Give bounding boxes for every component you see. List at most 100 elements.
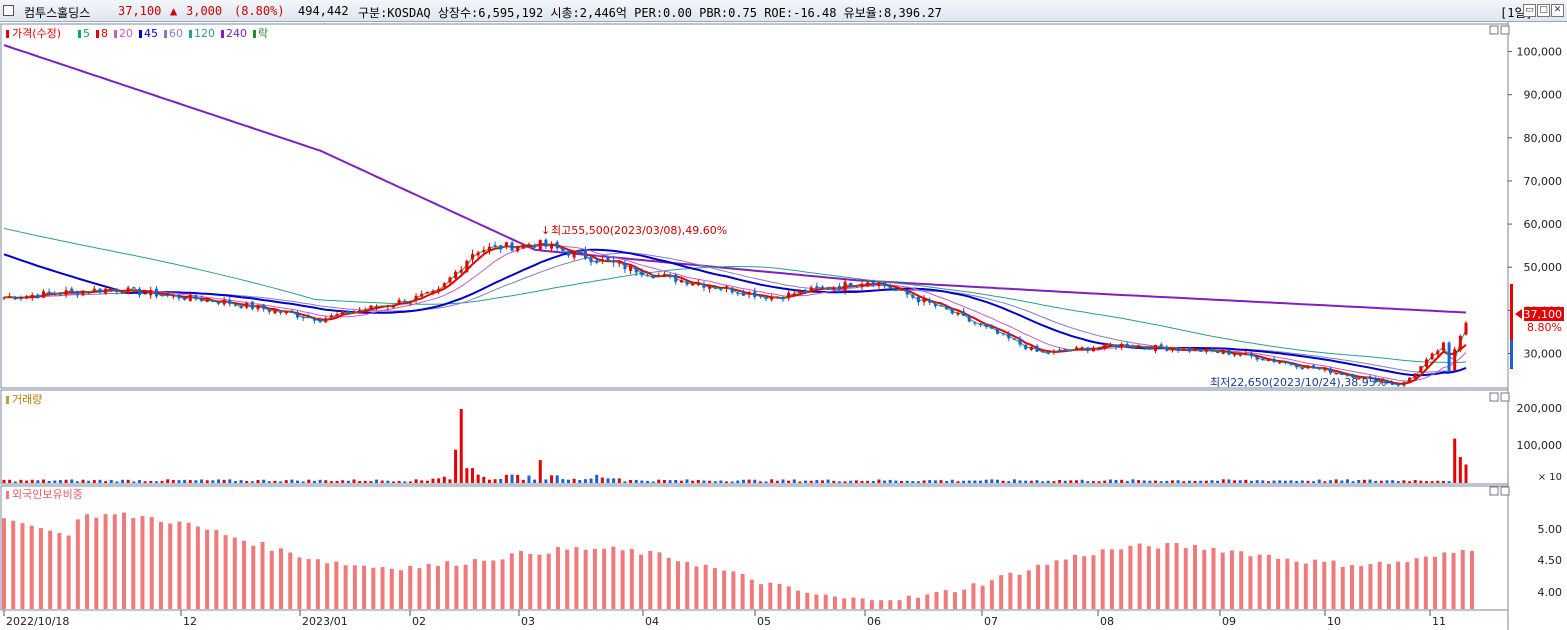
foreign-bar	[962, 589, 967, 609]
fall-legend-swatch	[253, 30, 256, 38]
candle-body	[75, 290, 79, 295]
foreign-bar	[380, 567, 385, 609]
volume-bar	[1041, 481, 1045, 483]
current-price-marker: 37,100 8.80%	[1510, 284, 1564, 369]
candle-body	[143, 293, 147, 295]
foreign-legend: 외국인보유비중	[6, 488, 83, 501]
candle-body	[758, 295, 762, 297]
candle-body	[634, 267, 638, 273]
candle-body	[702, 283, 706, 288]
volume-bar	[363, 480, 367, 483]
candle-body	[267, 310, 271, 312]
volume-bar	[386, 480, 390, 483]
volume-bar	[1441, 481, 1445, 483]
candle-body	[1154, 345, 1158, 352]
volume-bar	[358, 481, 362, 483]
candle-body	[995, 328, 999, 334]
foreign-ratio-bars	[2, 512, 1474, 609]
candle-body	[1052, 350, 1056, 353]
candle-body	[188, 294, 192, 302]
foreign-bar	[1119, 549, 1124, 609]
volume-bar	[1266, 481, 1270, 483]
volume-bar	[1244, 479, 1248, 483]
candle-body	[911, 294, 915, 298]
foreign-bar	[666, 557, 671, 609]
volume-bar	[527, 475, 531, 483]
foreign-bar	[122, 512, 127, 609]
panel-buttons[interactable]	[1489, 25, 1510, 496]
candle-body	[770, 297, 774, 300]
candle-body	[764, 297, 768, 300]
candle-body	[1035, 345, 1039, 352]
candle-body	[504, 242, 508, 248]
candle-body	[87, 292, 91, 294]
foreign-bar	[832, 596, 837, 609]
volume-bar	[685, 479, 689, 483]
volume-bar	[1436, 480, 1440, 483]
candle-body	[967, 316, 971, 322]
foreign-bar	[94, 517, 99, 609]
foreign-bar	[602, 548, 607, 609]
candle-body	[1323, 368, 1327, 371]
foreign-bar	[1340, 566, 1345, 609]
foreign-y-axis: 5.00 4.50 4.00	[1538, 523, 1563, 599]
select-checkbox[interactable]	[3, 5, 14, 16]
foreign-bar	[971, 583, 976, 609]
candle-body	[1283, 361, 1287, 363]
close-icon[interactable]: ✕	[1551, 4, 1564, 17]
candle-body	[1159, 344, 1163, 348]
foreign-bar	[592, 548, 597, 609]
volume-bar	[1069, 480, 1073, 483]
volume-bar	[239, 480, 243, 483]
stock-chart[interactable]: 가격(수정) 5 8 20 45 60 120 240 락 ↓ 최고55,500(2023/0…	[0, 22, 1567, 630]
candle-body	[92, 288, 96, 291]
foreign-bar	[629, 549, 634, 609]
candle-body	[1334, 373, 1338, 375]
foreign-bar	[417, 568, 422, 609]
volume-bar	[1340, 480, 1344, 483]
maximize-icon[interactable]: □	[1537, 4, 1550, 17]
candle-body	[391, 304, 395, 308]
volume-bar	[1424, 481, 1428, 483]
volume-bar	[809, 480, 813, 483]
ma-120-line	[3, 227, 1467, 364]
foreign-bar	[657, 552, 662, 609]
candle-body	[1317, 367, 1321, 370]
candle-body	[962, 311, 966, 316]
volume-bar	[815, 480, 819, 483]
foreign-bar	[297, 557, 302, 609]
volume-bar	[922, 480, 926, 483]
volume-bar	[973, 480, 977, 483]
foreign-bar	[1322, 561, 1327, 609]
volume-bar	[634, 479, 638, 483]
volume-bar	[493, 479, 497, 483]
volume-bar	[612, 478, 616, 483]
volume-bar	[414, 479, 418, 483]
candle-body	[1312, 365, 1316, 369]
candle-body	[211, 300, 215, 302]
volume-bar	[1018, 480, 1022, 483]
candle-body	[346, 310, 350, 315]
candle-body	[1430, 353, 1434, 360]
candle-body	[352, 311, 356, 313]
foreign-bar	[1063, 559, 1068, 609]
volume-bar	[58, 480, 62, 483]
volume-bar	[1148, 480, 1152, 483]
candle-body	[1289, 362, 1293, 365]
candle-body	[894, 289, 898, 291]
volume-bar	[42, 479, 46, 483]
minimize-icon[interactable]: ▭	[1523, 4, 1536, 17]
fall-legend-label: 락	[258, 27, 268, 40]
foreign-bar	[1470, 550, 1474, 609]
x-tick-label: 02	[412, 615, 426, 628]
candle-body	[1182, 348, 1186, 351]
volume-bar	[1368, 479, 1372, 483]
foreign-bar	[1405, 562, 1410, 609]
foreign-bar	[435, 565, 440, 609]
foreign-bar	[952, 592, 957, 609]
candle-body	[1114, 344, 1118, 348]
foreign-bar	[1100, 549, 1105, 609]
volume-bar	[804, 480, 808, 483]
candle-body	[589, 257, 593, 263]
volume-bar	[544, 479, 548, 483]
